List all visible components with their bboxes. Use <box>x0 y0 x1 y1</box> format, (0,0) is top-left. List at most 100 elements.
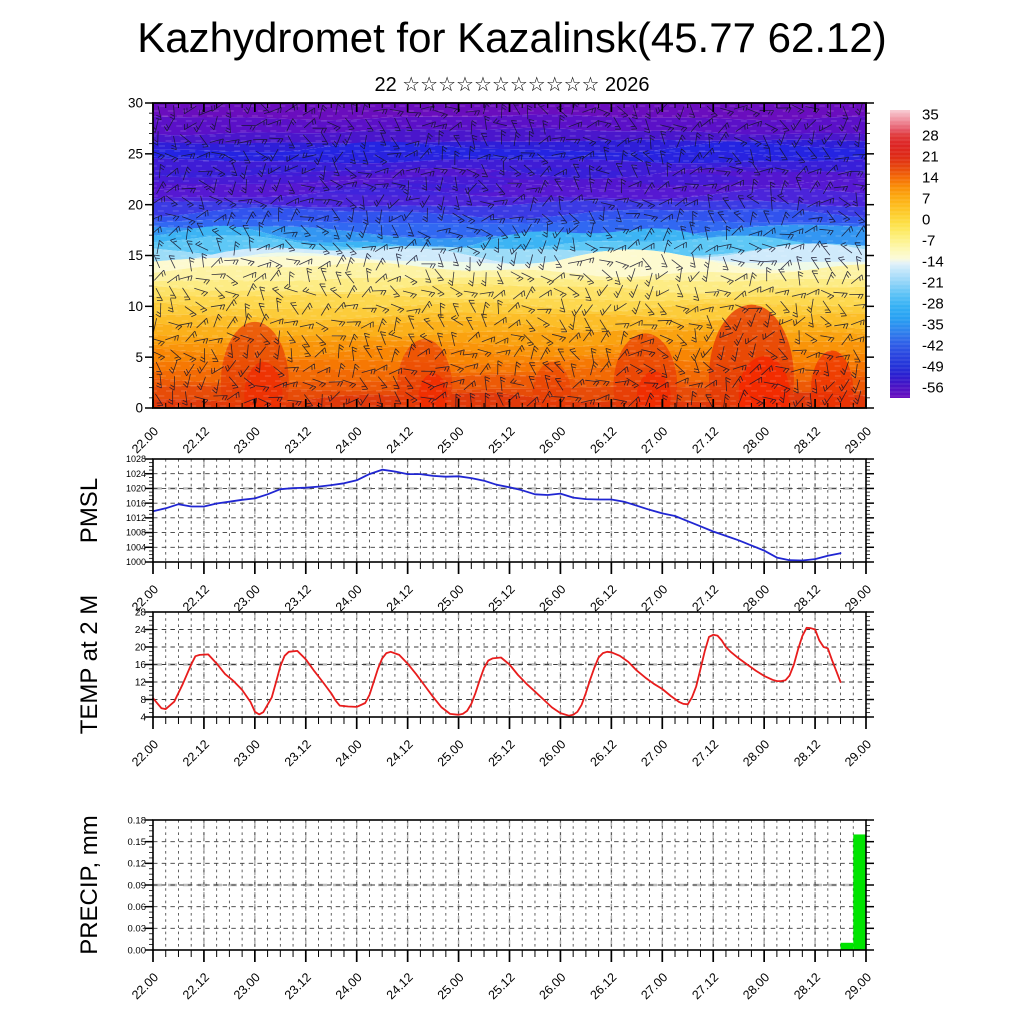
x-tick-label: 29.00 <box>842 582 874 614</box>
x-tick-label: 26.12 <box>587 582 619 614</box>
y-tick-label: 1016 <box>126 498 146 508</box>
y-tick-label: 10 <box>128 299 143 314</box>
x-tick-label: 28.00 <box>740 424 772 456</box>
y-tick-label: 0.00 <box>128 945 147 956</box>
y-tick-label: 15 <box>128 248 143 263</box>
x-tick-label: 27.00 <box>638 424 670 456</box>
y-tick-label: 16 <box>135 660 147 671</box>
x-tick-label: 28.12 <box>791 424 823 456</box>
x-tick-label: 23.00 <box>231 582 263 614</box>
colorbar-tick-label: -42 <box>922 338 944 355</box>
x-tick-label: 28.00 <box>740 582 772 614</box>
x-tick-label: 28.12 <box>791 970 823 1002</box>
y-tick-label: 1028 <box>126 454 146 464</box>
warm-core <box>418 373 448 408</box>
x-tick-label: 24.12 <box>384 582 416 614</box>
y-tick-label: 5 <box>135 350 143 365</box>
y-tick-label: 8 <box>140 695 146 706</box>
x-tick-label: 29.00 <box>842 424 874 456</box>
x-tick-label: 26.00 <box>537 970 569 1002</box>
x-tick-label: 24.12 <box>384 970 416 1002</box>
x-tick-label: 28.12 <box>791 582 823 614</box>
y-tick-label: 1020 <box>126 484 146 494</box>
precip-x-labels: 22.00 22.12 23.00 23.12 24.00 24.12 25.00 25.12… <box>129 970 874 1002</box>
x-tick-label: 25.12 <box>486 582 518 614</box>
x-tick-label: 27.12 <box>689 737 721 769</box>
x-tick-label: 22.12 <box>180 970 212 1002</box>
x-tick-label: 22.00 <box>129 737 161 769</box>
pmsl-axis-title: PMSL <box>76 478 103 543</box>
warm-core <box>532 362 572 408</box>
x-tick-label: 27.12 <box>689 970 721 1002</box>
x-tick-label: 26.12 <box>587 737 619 769</box>
x-tick-label: 22.00 <box>129 424 161 456</box>
x-tick-label: 26.12 <box>587 424 619 456</box>
colorbar-tick-label: -35 <box>922 317 944 334</box>
y-tick-label: 28 <box>135 608 147 619</box>
x-tick-label: 24.00 <box>333 737 365 769</box>
temp_2m-axis-title: TEMP at 2 M <box>76 595 103 735</box>
y-tick-label: 0 <box>135 401 143 416</box>
pmsl-x-labels: 22.00 22.12 23.00 23.12 24.00 24.12 25.00 25.12… <box>129 582 874 614</box>
y-tick-label: 1024 <box>126 469 146 479</box>
y-tick-label: 24 <box>135 625 147 636</box>
colorbar: 35 28 21 14 7 0 -7 -14 -21 -28 -35 -42 -49 -56 <box>890 107 944 398</box>
colorbar-tick-label: -49 <box>922 359 944 376</box>
warm-core <box>636 371 671 408</box>
x-tick-label: 23.00 <box>231 970 263 1002</box>
x-tick-label: 25.12 <box>486 424 518 456</box>
page-subtitle: 22 ☆☆☆☆☆☆☆☆☆☆☆ 2026 <box>374 74 650 96</box>
x-tick-label: 27.12 <box>689 582 721 614</box>
x-tick-label: 27.12 <box>689 424 721 456</box>
x-tick-label: 23.12 <box>282 737 314 769</box>
page-title: Kazhydromet for Kazalinsk(45.77 62.12) <box>137 14 887 61</box>
y-tick-label: 1004 <box>126 542 146 552</box>
colorbar-tick-label: 28 <box>922 128 939 145</box>
warm-core <box>810 350 854 408</box>
x-tick-label: 23.00 <box>231 424 263 456</box>
colorbar-tick-label: 0 <box>922 212 930 229</box>
pmsl-line <box>152 468 842 562</box>
colorbar-tick-label: -7 <box>922 233 935 250</box>
y-tick-label: 12 <box>135 678 147 689</box>
x-tick-label: 25.00 <box>435 737 467 769</box>
y-tick-label: 20 <box>128 197 143 212</box>
colorbar-tick-label: -28 <box>922 296 944 313</box>
y-tick-label: 0.03 <box>128 924 147 935</box>
temp_2m-line <box>152 626 842 717</box>
x-tick-label: 24.00 <box>333 424 365 456</box>
x-tick-label: 29.00 <box>842 737 874 769</box>
x-tick-label: 23.00 <box>231 737 263 769</box>
y-tick-label: 0.15 <box>128 837 147 848</box>
x-tick-label: 28.00 <box>740 970 772 1002</box>
colorbar-tick-label: 7 <box>922 191 930 208</box>
x-tick-label: 27.00 <box>638 582 670 614</box>
y-tick-label: 1012 <box>126 513 146 523</box>
x-tick-label: 28.12 <box>791 737 823 769</box>
x-tick-label: 25.12 <box>486 737 518 769</box>
precip-bar <box>853 834 866 950</box>
y-tick-label: 0.12 <box>128 859 147 870</box>
cross-section-x-labels: 22.00 22.12 23.00 23.12 24.00 24.12 25.00 25.12… <box>129 424 874 456</box>
y-tick-label: 4 <box>140 713 146 724</box>
x-tick-label: 22.00 <box>129 970 161 1002</box>
x-tick-label: 25.00 <box>435 970 467 1002</box>
temp_2m-panel: 4 8 12 16 20 24 28 22.00 22.12 23.00 23.12 24.00 24.… <box>76 595 874 770</box>
x-tick-label: 29.00 <box>842 970 874 1002</box>
x-tick-label: 26.12 <box>587 970 619 1002</box>
x-tick-label: 23.12 <box>282 424 314 456</box>
x-tick-label: 25.00 <box>435 424 467 456</box>
x-tick-label: 25.12 <box>486 970 518 1002</box>
x-tick-label: 25.00 <box>435 582 467 614</box>
y-tick-label: 0.09 <box>128 880 147 891</box>
x-tick-label: 22.12 <box>180 424 212 456</box>
colorbar-tick-label: 21 <box>922 149 939 166</box>
x-tick-label: 28.00 <box>740 737 772 769</box>
x-tick-label: 22.12 <box>180 737 212 769</box>
colorbar-tick-label: 14 <box>922 170 939 187</box>
x-tick-label: 22.12 <box>180 582 212 614</box>
y-tick-label: 25 <box>128 147 143 162</box>
